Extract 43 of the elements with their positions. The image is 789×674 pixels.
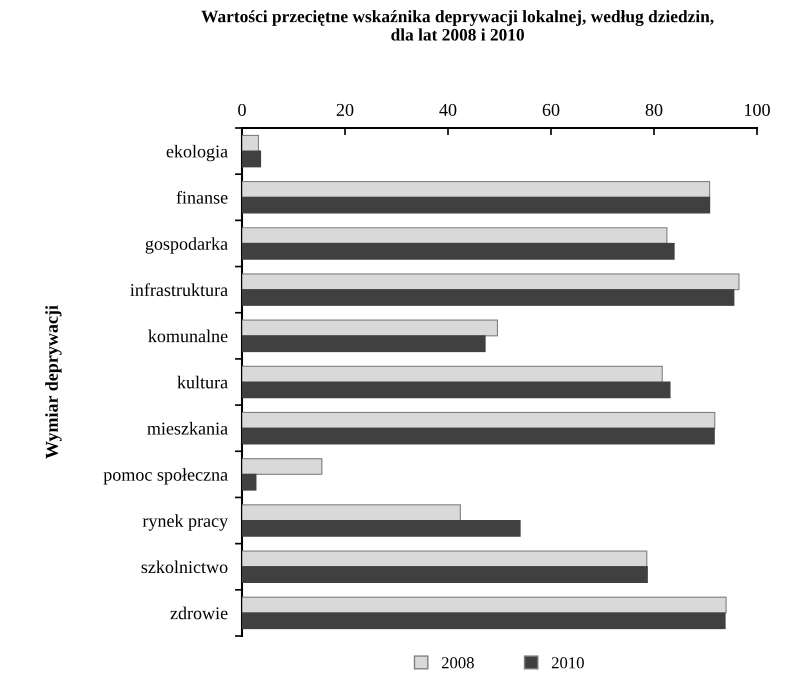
bar	[242, 474, 256, 491]
y-tick-label: komunalne	[148, 330, 228, 342]
bar	[242, 412, 716, 429]
legend-label: 2010	[552, 657, 584, 668]
bar	[242, 289, 734, 306]
legend-label: 2008	[442, 657, 474, 668]
bar	[242, 150, 262, 168]
bar	[242, 520, 521, 537]
x-tick-label: 80	[646, 104, 662, 116]
bar	[242, 596, 727, 614]
y-tick-label: kultura	[177, 376, 228, 388]
y-tick-label: rynek pracy	[142, 514, 228, 531]
y-axis-title: Wymiar deprywacji	[45, 305, 62, 459]
bar	[242, 196, 710, 214]
bar	[242, 335, 486, 352]
y-tick-label: szkolnictwo	[142, 560, 228, 574]
y-tick-label: infrastruktura	[130, 283, 228, 296]
bar	[242, 273, 740, 290]
y-tick-label: zdrowie	[170, 606, 228, 620]
bar	[242, 566, 648, 583]
bar	[242, 381, 671, 398]
bar	[242, 134, 260, 152]
y-tick-label: gospodarka	[146, 237, 228, 254]
chart-title: Wartości przeciętne wskaźnika deprywacji lokalnej, według dziedzin, dla lat 2008 i 2010	[201, 10, 714, 41]
y-tick-label: ekologia	[166, 144, 228, 162]
bar	[242, 320, 498, 336]
x-tick-label: 100	[745, 104, 770, 116]
bar	[242, 366, 663, 383]
x-tick-label: 20	[336, 104, 354, 116]
bar	[242, 550, 648, 568]
x-tick-label: 0	[238, 104, 246, 116]
bar	[242, 227, 668, 244]
bar	[242, 504, 461, 522]
y-tick-label: pomoc społeczna	[104, 468, 228, 484]
x-tick-label: 40	[439, 104, 456, 116]
y-tick-label: finanse	[176, 190, 228, 204]
bar	[242, 242, 675, 260]
x-tick-label: 60	[542, 104, 560, 116]
bar	[242, 612, 726, 630]
bar	[242, 458, 322, 475]
bar	[242, 428, 715, 444]
bar	[242, 181, 710, 198]
y-tick-label: mieszkania	[147, 422, 228, 435]
